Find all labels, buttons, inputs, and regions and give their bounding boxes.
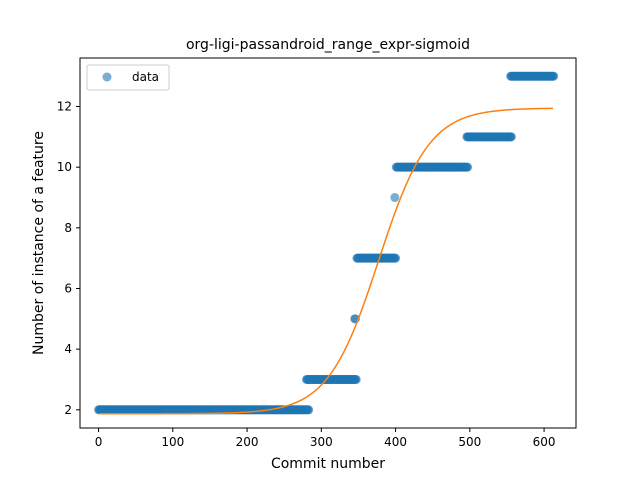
- data-point: [351, 374, 361, 384]
- data-point: [506, 132, 516, 142]
- y-tick-label: 12: [57, 100, 72, 114]
- data-point: [549, 71, 559, 81]
- plot-content: [94, 71, 559, 415]
- x-tick-label: 0: [95, 435, 103, 449]
- y-axis-ticks: 2 4 6 8 10 12: [57, 100, 80, 417]
- x-tick-label: 100: [161, 435, 184, 449]
- legend-label-data: data: [132, 70, 159, 84]
- x-axis-label: Commit number: [271, 456, 385, 472]
- y-tick-label: 6: [64, 281, 72, 295]
- legend-marker-data: [102, 72, 112, 82]
- data-point: [304, 405, 314, 415]
- x-tick-label: 400: [384, 435, 407, 449]
- y-tick-label: 10: [57, 160, 72, 174]
- fit-curve: [98, 107, 553, 415]
- x-tick-label: 200: [236, 435, 259, 449]
- x-tick-label: 500: [458, 435, 481, 449]
- y-tick-label: 4: [64, 342, 72, 356]
- legend: data: [86, 64, 170, 91]
- x-axis-ticks: 0 100 200 300 400 500 600: [95, 428, 556, 449]
- y-tick-label: 8: [64, 221, 72, 235]
- x-tick-label: 300: [310, 435, 333, 449]
- data-point: [390, 193, 400, 203]
- plot-frame: [79, 57, 577, 429]
- x-tick-label: 600: [533, 435, 556, 449]
- data-point: [463, 162, 473, 172]
- y-axis-label: Number of instance of a feature: [31, 131, 47, 355]
- data-point: [391, 253, 401, 263]
- legend-box: [86, 64, 170, 91]
- y-tick-label: 2: [64, 403, 72, 417]
- chart-title: org-ligi-passandroid_range_expr-sigmoid: [186, 37, 470, 53]
